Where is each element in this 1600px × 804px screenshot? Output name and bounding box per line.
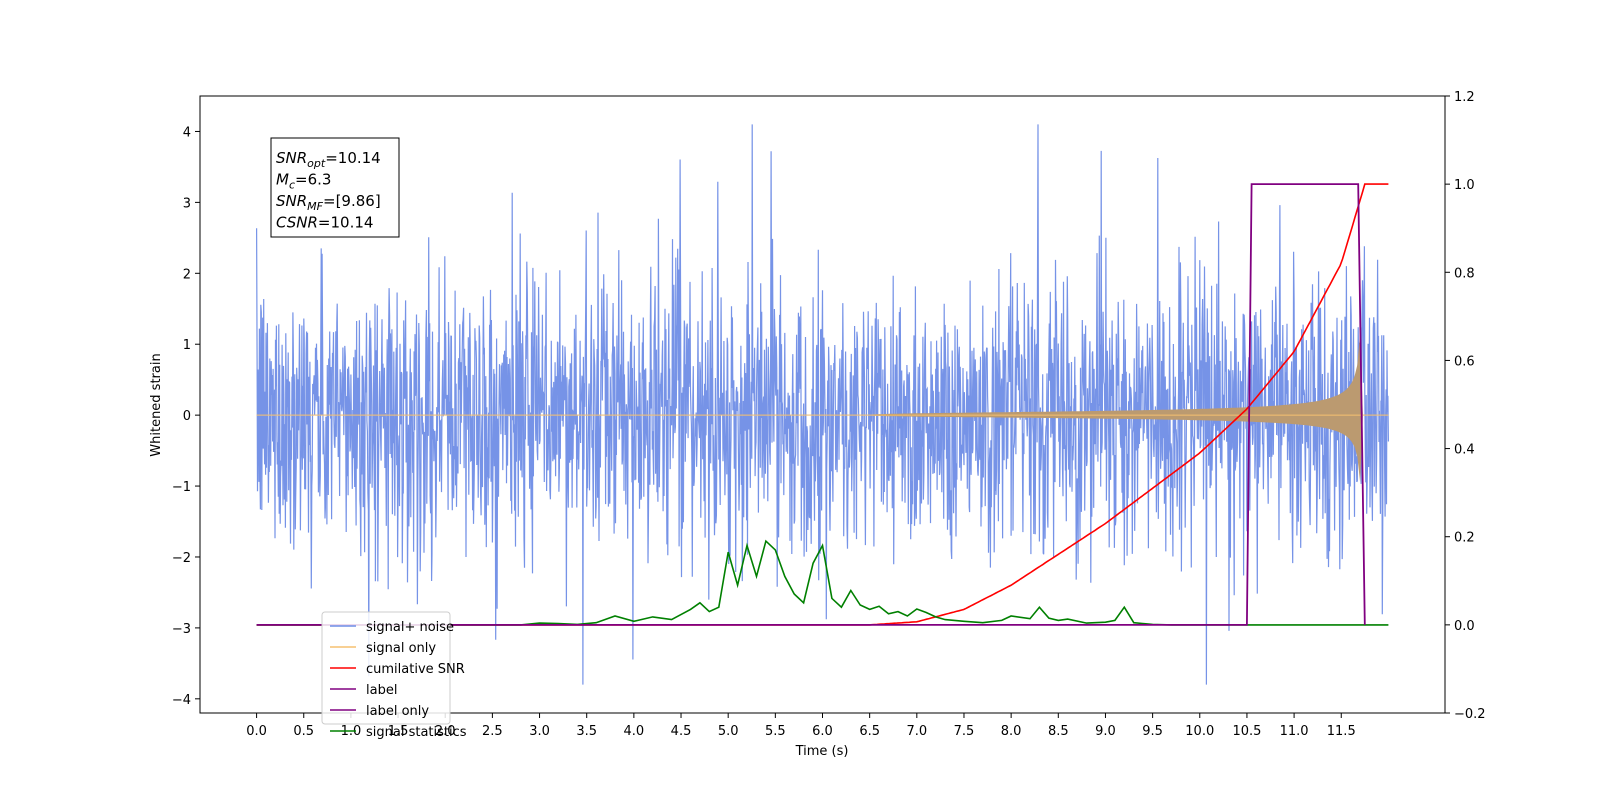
annotation-line: SNRopt=10.14	[276, 149, 381, 170]
x-tick-label: 10.5	[1232, 724, 1261, 739]
y2-tick-label: 0.6	[1454, 354, 1475, 369]
x-tick-label: 4.0	[624, 724, 645, 739]
y-axis-right: −0.2 0.0 0.2 0.4 0.6 0.8 1.0 1.2	[1445, 90, 1486, 722]
x-tick-label: 7.5	[954, 724, 975, 739]
annotation-value: =10.14	[325, 149, 381, 167]
x-tick-label: 8.5	[1048, 724, 1069, 739]
y-tick-label: −1	[172, 480, 191, 495]
y-tick-label: 0	[183, 409, 191, 424]
legend-entry: label only	[366, 704, 429, 719]
annotation-symbol: CSNR	[276, 214, 318, 232]
y2-tick-label: −0.2	[1454, 707, 1486, 722]
y-axis-label: Whitened strain	[149, 353, 164, 456]
annotation-value: =[9.86]	[323, 192, 381, 210]
x-tick-label: 11.5	[1327, 724, 1356, 739]
legend: signal+ noise signal only cumilative SNR la…	[321, 611, 467, 740]
y-tick-label: 1	[183, 338, 191, 353]
annotation-line: SNRMF=[9.86]	[276, 192, 381, 213]
annotation-subscript: opt	[307, 157, 326, 170]
x-tick-label: 0.5	[293, 724, 314, 739]
annotation-symbol: SNR	[276, 149, 307, 167]
x-tick-label: 9.5	[1142, 724, 1163, 739]
x-tick-label: 3.5	[576, 724, 597, 739]
series-label	[256, 183, 1366, 626]
legend-entry: signal statistics	[366, 725, 467, 740]
y-tick-label: −2	[172, 551, 191, 566]
legend-frame	[321, 611, 451, 725]
x-tick-label: 2.5	[482, 724, 503, 739]
y2-tick-label: 0.2	[1454, 531, 1475, 546]
annotation-line: CSNR=10.14	[276, 214, 373, 232]
x-axis-label: Time (s)	[795, 744, 849, 759]
x-tick-label: 1.5	[388, 724, 409, 739]
x-tick-label: 6.0	[812, 724, 833, 739]
y-tick-label: −3	[172, 622, 191, 637]
series-signal-statistics	[256, 539, 1389, 626]
series-cumulative-snr	[256, 183, 1389, 626]
y-tick-label: 3	[183, 196, 191, 211]
y2-tick-label: 0.4	[1454, 443, 1475, 458]
x-tick-label: 5.5	[765, 724, 786, 739]
y2-tick-label: 1.0	[1454, 178, 1475, 193]
x-axis: 0.0 0.5 1.0 1.5 2.0 2.5 3.0 3.5 4.0 4.5 5.0 5.5 6.0 6…	[246, 713, 1356, 739]
x-tick-label: 7.0	[906, 724, 927, 739]
y-tick-label: −4	[172, 693, 191, 708]
x-tick-label: 8.0	[1001, 724, 1022, 739]
x-tick-label: 5.0	[718, 724, 739, 739]
annotation-value: =6.3	[295, 171, 331, 189]
x-tick-label: 4.5	[671, 724, 692, 739]
annotation-frame	[270, 137, 400, 238]
y-tick-label: 4	[183, 125, 191, 140]
x-tick-label: 11.0	[1280, 724, 1309, 739]
annotation-subscript: c	[289, 179, 295, 192]
x-tick-label: 2.0	[435, 724, 456, 739]
annotation-line: Mc=6.3	[276, 171, 331, 192]
y2-tick-label: 0.8	[1454, 266, 1475, 281]
y2-tick-label: 0.0	[1454, 619, 1475, 634]
y-axis-left: −4 −3 −2 −1 0 1 2 3 4	[172, 125, 200, 708]
x-tick-label: 6.5	[859, 724, 880, 739]
legend-entry: cumilative SNR	[366, 662, 465, 677]
x-tick-label: 10.0	[1185, 724, 1214, 739]
annotation-symbol: M	[276, 171, 289, 189]
x-tick-label: 3.0	[529, 724, 550, 739]
annotation-value: =10.14	[318, 214, 374, 232]
x-tick-label: 0.0	[246, 724, 267, 739]
legend-entry: signal+ noise	[366, 620, 454, 635]
x-tick-label: 9.0	[1095, 724, 1116, 739]
legend-entry: label	[366, 683, 397, 698]
y2-tick-label: 1.2	[1454, 90, 1475, 105]
series-signal-plus-noise	[256, 124, 1389, 685]
legend-entry: signal only	[366, 641, 436, 656]
y-tick-label: 2	[183, 267, 191, 282]
annotation-subscript: MF	[307, 200, 323, 213]
annotation-symbol: SNR	[276, 192, 307, 210]
